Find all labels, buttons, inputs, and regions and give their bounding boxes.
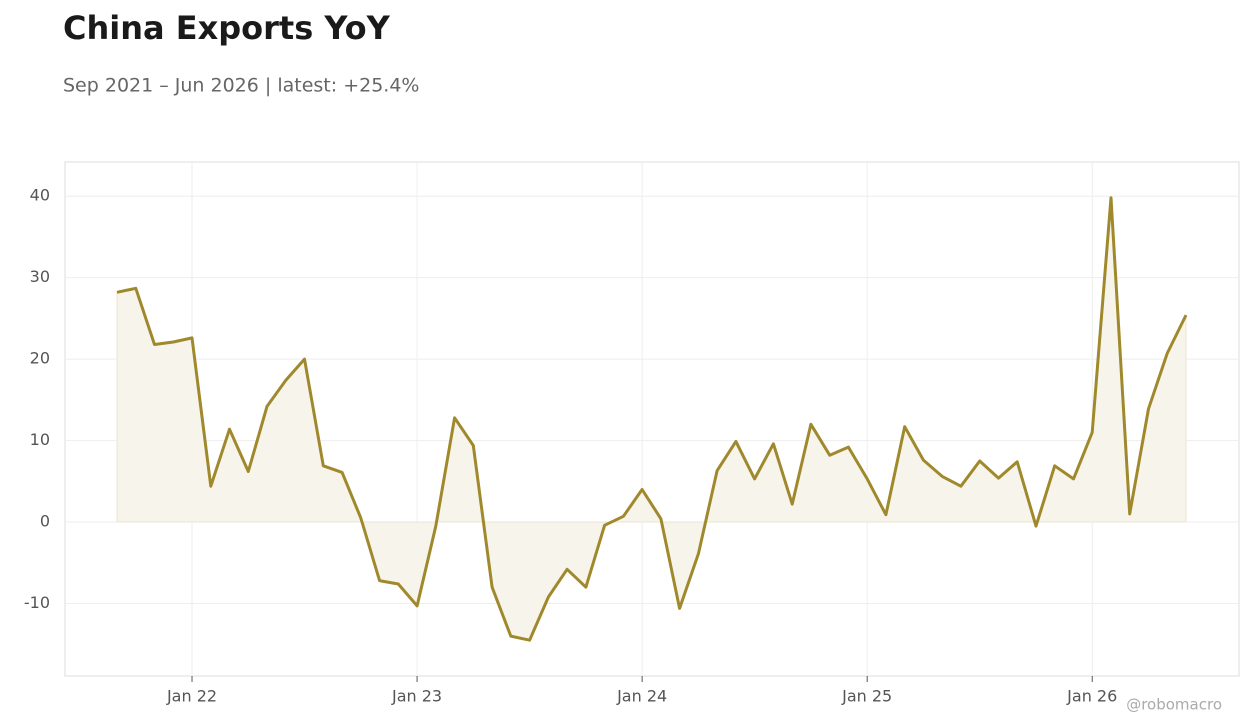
- y-tick-label: -10: [24, 593, 50, 612]
- chart-title: China Exports YoY: [63, 9, 391, 47]
- x-tick-label: Jan 23: [391, 687, 442, 706]
- x-tick-label: Jan 25: [841, 687, 892, 706]
- line: [116, 196, 1188, 642]
- watermark: @robomacro: [1126, 696, 1222, 714]
- y-tick-label: 40: [30, 186, 50, 205]
- y-tick-label: 20: [30, 349, 50, 368]
- x-tick-label: Jan 26: [1066, 687, 1117, 706]
- x-tick-label: Jan 22: [166, 687, 217, 706]
- y-tick-label: 0: [40, 512, 50, 531]
- plot-frame: [64, 161, 1240, 677]
- area: [116, 197, 1187, 641]
- x-tick-label: Jan 24: [616, 687, 667, 706]
- chart-subtitle: Sep 2021 – Jun 2026 | latest: +25.4%: [63, 75, 419, 97]
- y-tick-label: 30: [30, 267, 50, 286]
- y-tick-label: 10: [30, 430, 50, 449]
